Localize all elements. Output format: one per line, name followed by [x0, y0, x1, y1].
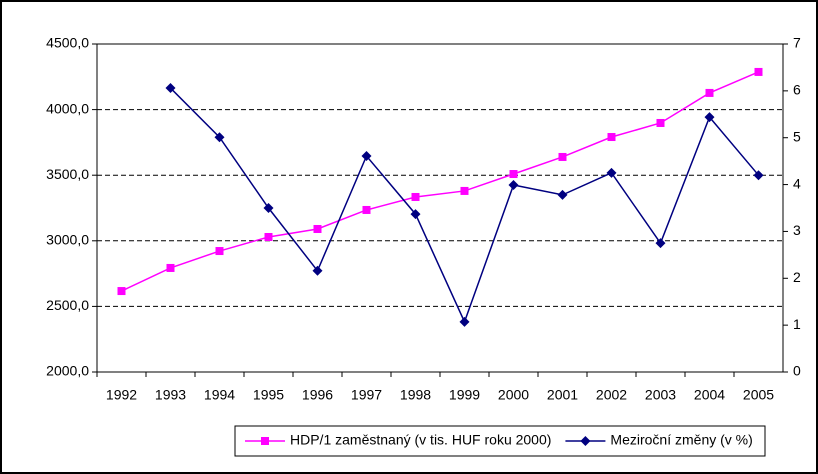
marker — [557, 189, 568, 200]
x-tick-label: 2005 — [743, 387, 774, 403]
y-tick-label: 4000,0 — [46, 100, 89, 116]
marker — [165, 83, 176, 94]
marker — [753, 170, 764, 181]
series-line — [121, 71, 759, 292]
marker — [263, 203, 274, 213]
y2-tick-label: 6 — [793, 82, 801, 98]
marker — [459, 316, 470, 327]
marker — [754, 67, 763, 76]
x-tick-label: 1996 — [302, 387, 333, 403]
x-tick-label: 1998 — [400, 387, 431, 403]
marker — [656, 118, 665, 127]
marker — [606, 167, 617, 178]
x-tick-label: 1992 — [106, 387, 137, 403]
y2-tick-label: 5 — [793, 128, 801, 144]
x-tick-label: 2004 — [694, 387, 725, 403]
x-tick-label: 1995 — [253, 387, 284, 403]
y-tick-label: 4500,0 — [46, 35, 89, 51]
marker — [410, 209, 421, 220]
marker — [607, 133, 616, 142]
x-tick-label: 2000 — [498, 387, 529, 403]
marker — [117, 287, 126, 296]
y-tick-label: 2000,0 — [46, 363, 89, 379]
marker — [361, 150, 372, 161]
marker — [558, 152, 567, 161]
marker — [312, 265, 323, 276]
marker — [411, 192, 420, 201]
marker — [580, 436, 591, 446]
marker — [704, 112, 715, 123]
marker — [214, 132, 225, 143]
legend-box — [234, 425, 766, 457]
x-tick-label: 2001 — [547, 387, 578, 403]
x-tick-label: 2002 — [596, 387, 627, 403]
x-tick-label: 1994 — [204, 387, 235, 403]
x-tick-label: 2003 — [645, 387, 676, 403]
marker — [264, 232, 273, 241]
y2-tick-label: 4 — [793, 175, 801, 191]
marker — [362, 205, 371, 214]
y2-tick-label: 2 — [793, 269, 801, 285]
y-tick-label: 2500,0 — [46, 297, 89, 313]
y2-tick-label: 7 — [793, 35, 801, 51]
legend-label: HDP/1 zaměstnaný (v tis. HUF roku 2000) — [290, 432, 551, 448]
y-tick-label: 3500,0 — [46, 166, 89, 182]
y2-tick-label: 1 — [793, 316, 801, 332]
marker — [508, 180, 519, 191]
legend-label: Meziroční změny (v %) — [610, 432, 752, 448]
marker — [215, 247, 224, 256]
marker — [705, 88, 714, 97]
marker — [655, 238, 666, 249]
marker — [313, 224, 322, 233]
marker — [460, 186, 469, 195]
y2-tick-label: 3 — [793, 222, 801, 238]
marker — [166, 263, 175, 272]
x-tick-label: 1999 — [449, 387, 480, 403]
marker — [509, 170, 518, 179]
x-tick-label: 1997 — [351, 387, 382, 403]
y-tick-label: 3000,0 — [46, 232, 89, 248]
y2-tick-label: 0 — [793, 363, 801, 379]
x-tick-label: 1993 — [155, 387, 186, 403]
marker — [261, 437, 269, 445]
